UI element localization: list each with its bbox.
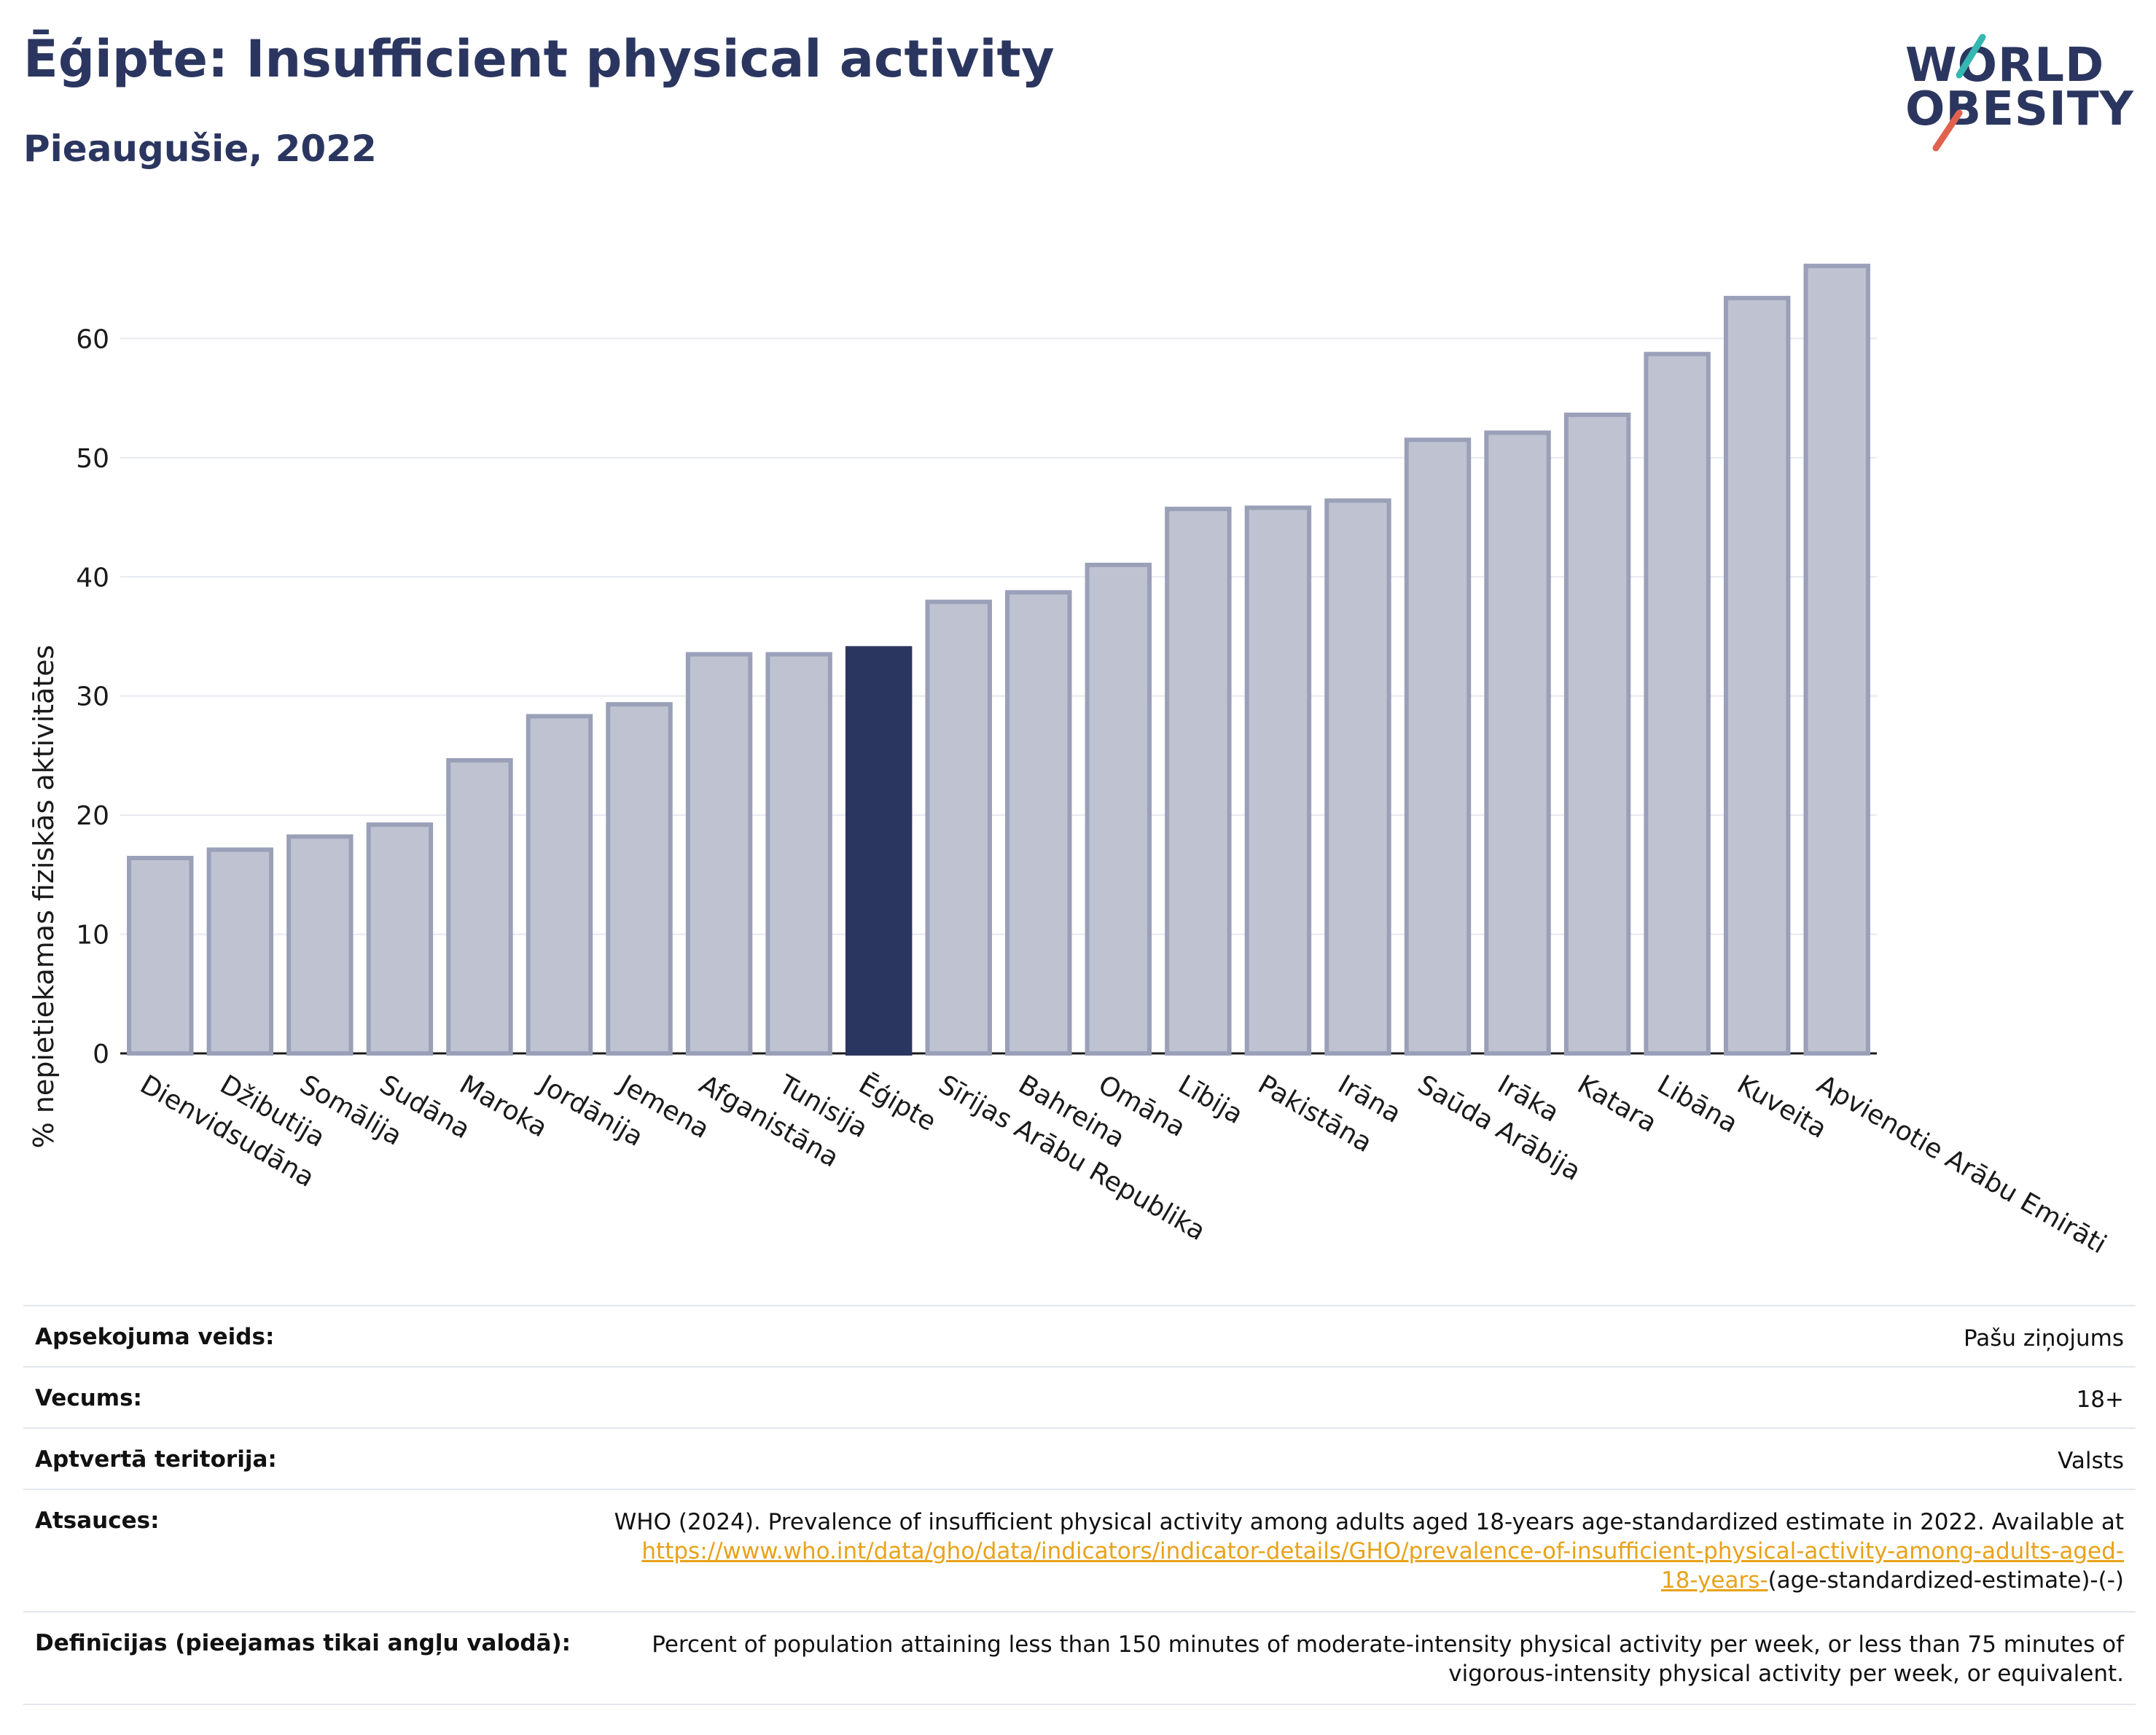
bars xyxy=(127,263,1870,1056)
meta-row-references: Atsauces: WHO (2024). Prevalence of insu… xyxy=(23,1489,2136,1611)
meta-refs-text: WHO (2024). Prevalence of insufficient p… xyxy=(614,1509,2124,1535)
bar xyxy=(1165,507,1232,1056)
meta-def-text-2: vigorous-intensity physical activity per… xyxy=(1448,1661,2124,1687)
bar xyxy=(1723,295,1791,1056)
bar xyxy=(1085,562,1152,1056)
bar xyxy=(1563,413,1631,1056)
bar xyxy=(286,834,354,1056)
page-subtitle: Pieaugušie, 2022 xyxy=(23,128,377,170)
bar xyxy=(1324,498,1391,1056)
meta-def-label: Definīcijas (pieejamas tikai angļu valod… xyxy=(35,1630,571,1656)
x-tick-label: Katara xyxy=(1572,1069,1662,1139)
bar xyxy=(925,599,992,1056)
x-tick-label: Maroka xyxy=(454,1069,552,1143)
y-tick-label: 60 xyxy=(76,324,109,354)
y-tick-label: 40 xyxy=(76,563,109,593)
bar xyxy=(206,847,274,1056)
bar xyxy=(366,822,434,1056)
x-tick-label: Libāna xyxy=(1652,1069,1743,1139)
y-tick-labels: 0 10 20 30 40 50 60 xyxy=(76,324,109,1069)
bar xyxy=(1644,351,1711,1056)
x-tick-label: Apvienotie Arābu Emirāti xyxy=(1812,1069,2112,1260)
bar xyxy=(1484,430,1551,1056)
y-tick-label: 50 xyxy=(76,444,109,474)
meta-refs-label: Atsauces: xyxy=(35,1508,160,1534)
meta-row-coverage: Aptvertā teritorija: Valsts xyxy=(23,1427,2136,1489)
bar xyxy=(127,855,194,1056)
meta-def-value: Percent of population attaining less tha… xyxy=(652,1630,2124,1688)
metadata-table: Apsekojuma veids: Pašu ziņojums Vecums: … xyxy=(23,1305,2136,1705)
meta-refs-link[interactable]: https://www.who.int/data/gho/data/indica… xyxy=(641,1538,2124,1564)
meta-row-definitions: Definīcijas (pieejamas tikai angļu valod… xyxy=(23,1611,2136,1705)
meta-refs-link-cont[interactable]: 18-years- xyxy=(1660,1567,1768,1594)
bar-highlighted xyxy=(845,646,913,1056)
bar xyxy=(446,757,513,1056)
logo-slash-icon xyxy=(1932,34,1986,152)
bar xyxy=(1404,437,1472,1056)
meta-age-label: Vecums: xyxy=(35,1385,142,1411)
meta-refs-value: WHO (2024). Prevalence of insufficient p… xyxy=(614,1508,2124,1595)
world-obesity-logo: WORLD OBESITY xyxy=(1895,33,2143,157)
bar xyxy=(526,714,593,1056)
logo-line-1: WORLD xyxy=(1905,39,2105,93)
meta-survey-label: Apsekojuma veids: xyxy=(35,1324,275,1350)
bar-chart: 0 10 20 30 40 50 60 DienvidsudānaDžibutijaSomā… xyxy=(76,263,2112,1260)
y-tick-label: 10 xyxy=(76,921,109,951)
y-tick-label: 20 xyxy=(76,801,109,831)
y-tick-label: 30 xyxy=(76,682,109,712)
bar xyxy=(1803,263,1870,1056)
meta-row-age: Vecums: 18+ xyxy=(23,1366,2136,1427)
bar xyxy=(765,652,832,1056)
meta-age-value: 18+ xyxy=(2076,1387,2124,1413)
x-tick-labels: DienvidsudānaDžibutijaSomālijaSudānaMaro… xyxy=(135,1069,2111,1260)
meta-coverage-label: Aptvertā teritorija: xyxy=(35,1446,277,1473)
meta-refs-tail: (age-standardized-estimate)-(-) xyxy=(1768,1567,2124,1594)
bar xyxy=(685,652,753,1056)
meta-def-text-1: Percent of population attaining less tha… xyxy=(652,1631,2124,1658)
logo-line-2: OBESITY xyxy=(1905,82,2134,136)
y-tick-label: 0 xyxy=(93,1040,109,1069)
bar xyxy=(606,702,673,1056)
x-tick-label: Kuveita xyxy=(1732,1069,1832,1145)
meta-survey-value: Pašu ziņojums xyxy=(1963,1325,2124,1352)
bar xyxy=(1005,590,1072,1056)
bar xyxy=(1244,505,1312,1056)
page-title: Ēģipte: Insufficient physical activity xyxy=(23,29,1055,89)
meta-row-survey: Apsekojuma veids: Pašu ziņojums xyxy=(23,1305,2136,1366)
meta-coverage-value: Valsts xyxy=(2058,1448,2124,1474)
